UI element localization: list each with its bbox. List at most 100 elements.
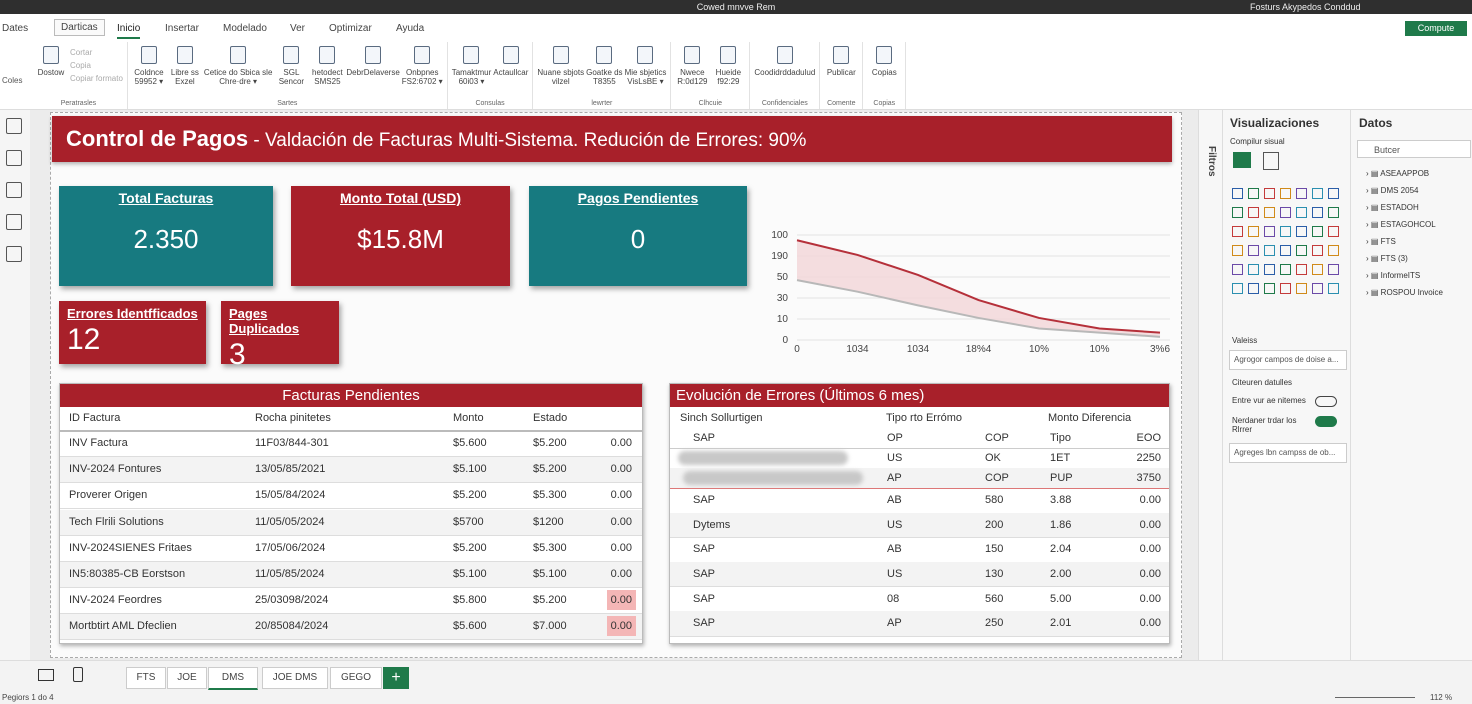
ribbon-button[interactable]: Copias <box>867 46 901 97</box>
viz-icon[interactable] <box>1280 207 1291 218</box>
viz-icon[interactable] <box>1248 264 1259 275</box>
toggle[interactable] <box>1315 396 1337 407</box>
viz-icon[interactable] <box>1232 188 1243 199</box>
viz-icon[interactable] <box>1280 245 1291 256</box>
viz-icon[interactable] <box>1264 207 1275 218</box>
viz-icon[interactable] <box>1296 245 1307 256</box>
page-tab[interactable]: DMS <box>208 667 258 690</box>
viz-icon[interactable] <box>1328 226 1339 237</box>
page-tab[interactable]: GEGO <box>330 667 382 689</box>
values-well[interactable]: Agrogor campos de doise a... <box>1229 350 1347 370</box>
small-button[interactable]: Cortar <box>70 48 93 57</box>
field-table[interactable]: › ▤ DMS 2054 <box>1366 186 1419 195</box>
toggle[interactable] <box>1315 416 1337 427</box>
ribbon-tab[interactable]: Optimizar <box>329 23 372 34</box>
viz-icon[interactable] <box>1328 264 1339 275</box>
field-table[interactable]: › ▤ ESTADOH <box>1366 203 1419 212</box>
viz-icon[interactable] <box>1232 207 1243 218</box>
build-icon[interactable] <box>1233 152 1251 168</box>
viz-icon[interactable] <box>1312 283 1323 294</box>
format-icon[interactable] <box>1263 152 1279 170</box>
ribbon-button[interactable]: Libre ss Exzel <box>168 46 202 97</box>
view-icon[interactable] <box>38 669 54 681</box>
viz-icon[interactable] <box>1280 283 1291 294</box>
viz-icon[interactable] <box>1232 245 1243 256</box>
viz-icon[interactable] <box>1264 264 1275 275</box>
ribbon-button[interactable]: Hueide f92:29 <box>711 46 745 97</box>
viz-icon[interactable] <box>1280 264 1291 275</box>
field-table[interactable]: › ▤ FTS (3) <box>1366 254 1408 263</box>
ribbon-button[interactable]: Nuane sbjots vilzel <box>537 46 584 97</box>
ribbon-tab[interactable]: Dates <box>2 23 29 34</box>
ribbon-tab[interactable]: Ver <box>290 23 306 34</box>
viz-icon[interactable] <box>1280 226 1291 237</box>
search-box[interactable]: Butcer <box>1357 140 1471 158</box>
ribbon-button[interactable]: hetodect SMS25 <box>310 46 344 97</box>
ribbon-button[interactable]: Dostow <box>34 46 68 97</box>
viz-icon[interactable] <box>1264 188 1275 199</box>
viz-icon[interactable] <box>1280 188 1291 199</box>
ribbon-tab[interactable]: Modelado <box>223 23 267 34</box>
action-button[interactable]: Compute <box>1405 21 1467 36</box>
drill-well[interactable]: Agreges lbn campss de ob... <box>1229 443 1347 463</box>
viz-icon[interactable] <box>1312 245 1323 256</box>
field-table[interactable]: › ▤ ASEAAPPOB <box>1366 169 1430 178</box>
page-tab[interactable]: FTS <box>126 667 166 689</box>
viz-icon[interactable] <box>1296 283 1307 294</box>
ribbon-button[interactable]: Onbpnes FS2:6702 ▾ <box>402 46 443 97</box>
viz-icon[interactable] <box>1248 207 1259 218</box>
viz-icon[interactable] <box>1232 283 1243 294</box>
ribbon-button[interactable]: Tamaktmur 60i03 ▾ <box>452 46 491 97</box>
ribbon-button[interactable]: SGL Sencor <box>274 46 308 97</box>
ribbon-button[interactable]: Actaullcar <box>493 46 528 97</box>
viz-icon[interactable] <box>1248 188 1259 199</box>
viz-icon[interactable] <box>1312 264 1323 275</box>
small-button[interactable]: Copia <box>70 61 91 70</box>
viz-icon[interactable] <box>1232 226 1243 237</box>
viz-icon[interactable] <box>1312 226 1323 237</box>
small-button[interactable]: Copiar formato <box>70 74 123 83</box>
ribbon-tab[interactable]: Inicio <box>117 23 141 39</box>
view-icon[interactable] <box>73 667 83 682</box>
page-tab[interactable]: JOE DMS <box>262 667 328 689</box>
viz-icon[interactable] <box>1248 283 1259 294</box>
viz-icon[interactable] <box>1264 226 1275 237</box>
ribbon-button[interactable]: DebrDelaverse <box>346 46 400 97</box>
viz-icon[interactable] <box>1328 283 1339 294</box>
field-table[interactable]: › ▤ ESTAGOHCOL <box>1366 220 1436 229</box>
ribbon-button[interactable]: Coldnce 59952 ▾ <box>132 46 166 97</box>
nav-icon[interactable] <box>6 246 22 262</box>
viz-icon[interactable] <box>1232 264 1243 275</box>
ribbon-button[interactable]: Nwece R:0d129 <box>675 46 709 97</box>
account-name[interactable]: Fosturs Akypedos Conddud <box>1250 2 1361 12</box>
viz-icon[interactable] <box>1328 207 1339 218</box>
add-page[interactable]: + <box>383 667 409 689</box>
viz-icon[interactable] <box>1296 226 1307 237</box>
viz-icon[interactable] <box>1264 245 1275 256</box>
viz-icon[interactable] <box>1328 245 1339 256</box>
ribbon-button[interactable]: Publicar <box>824 46 858 97</box>
ribbon-tab[interactable]: Darticas <box>54 19 105 36</box>
ribbon-button[interactable]: Coodidrddadulud <box>754 46 815 97</box>
field-table[interactable]: › ▤ FTS <box>1366 237 1396 246</box>
ribbon-tab[interactable]: Insertar <box>165 23 199 34</box>
ribbon-tab[interactable]: Ayuda <box>396 23 425 34</box>
viz-icon[interactable] <box>1312 188 1323 199</box>
nav-icon[interactable] <box>6 118 22 134</box>
field-table[interactable]: › ▤ ROSPOU Invoice <box>1366 288 1443 297</box>
field-table[interactable]: › ▤ InformeITS <box>1366 271 1421 280</box>
viz-icon[interactable] <box>1296 207 1307 218</box>
viz-icon[interactable] <box>1264 283 1275 294</box>
ribbon-button[interactable]: Cetice do Sbica sle Chre·dre ▾ <box>204 46 272 97</box>
ribbon-button[interactable]: Mie sbjetics VisLsBE ▾ <box>625 46 666 97</box>
viz-icon[interactable] <box>1312 207 1323 218</box>
viz-icon[interactable] <box>1296 264 1307 275</box>
viz-icon[interactable] <box>1328 188 1339 199</box>
nav-icon[interactable] <box>6 214 22 230</box>
zoom-slider[interactable] <box>1335 697 1415 698</box>
ribbon-button[interactable]: Goatke ds T8355 <box>586 46 623 97</box>
nav-icon[interactable] <box>6 150 22 166</box>
filters-pane[interactable]: Filtros <box>1198 110 1223 660</box>
viz-icon[interactable] <box>1248 245 1259 256</box>
nav-icon[interactable] <box>6 182 22 198</box>
